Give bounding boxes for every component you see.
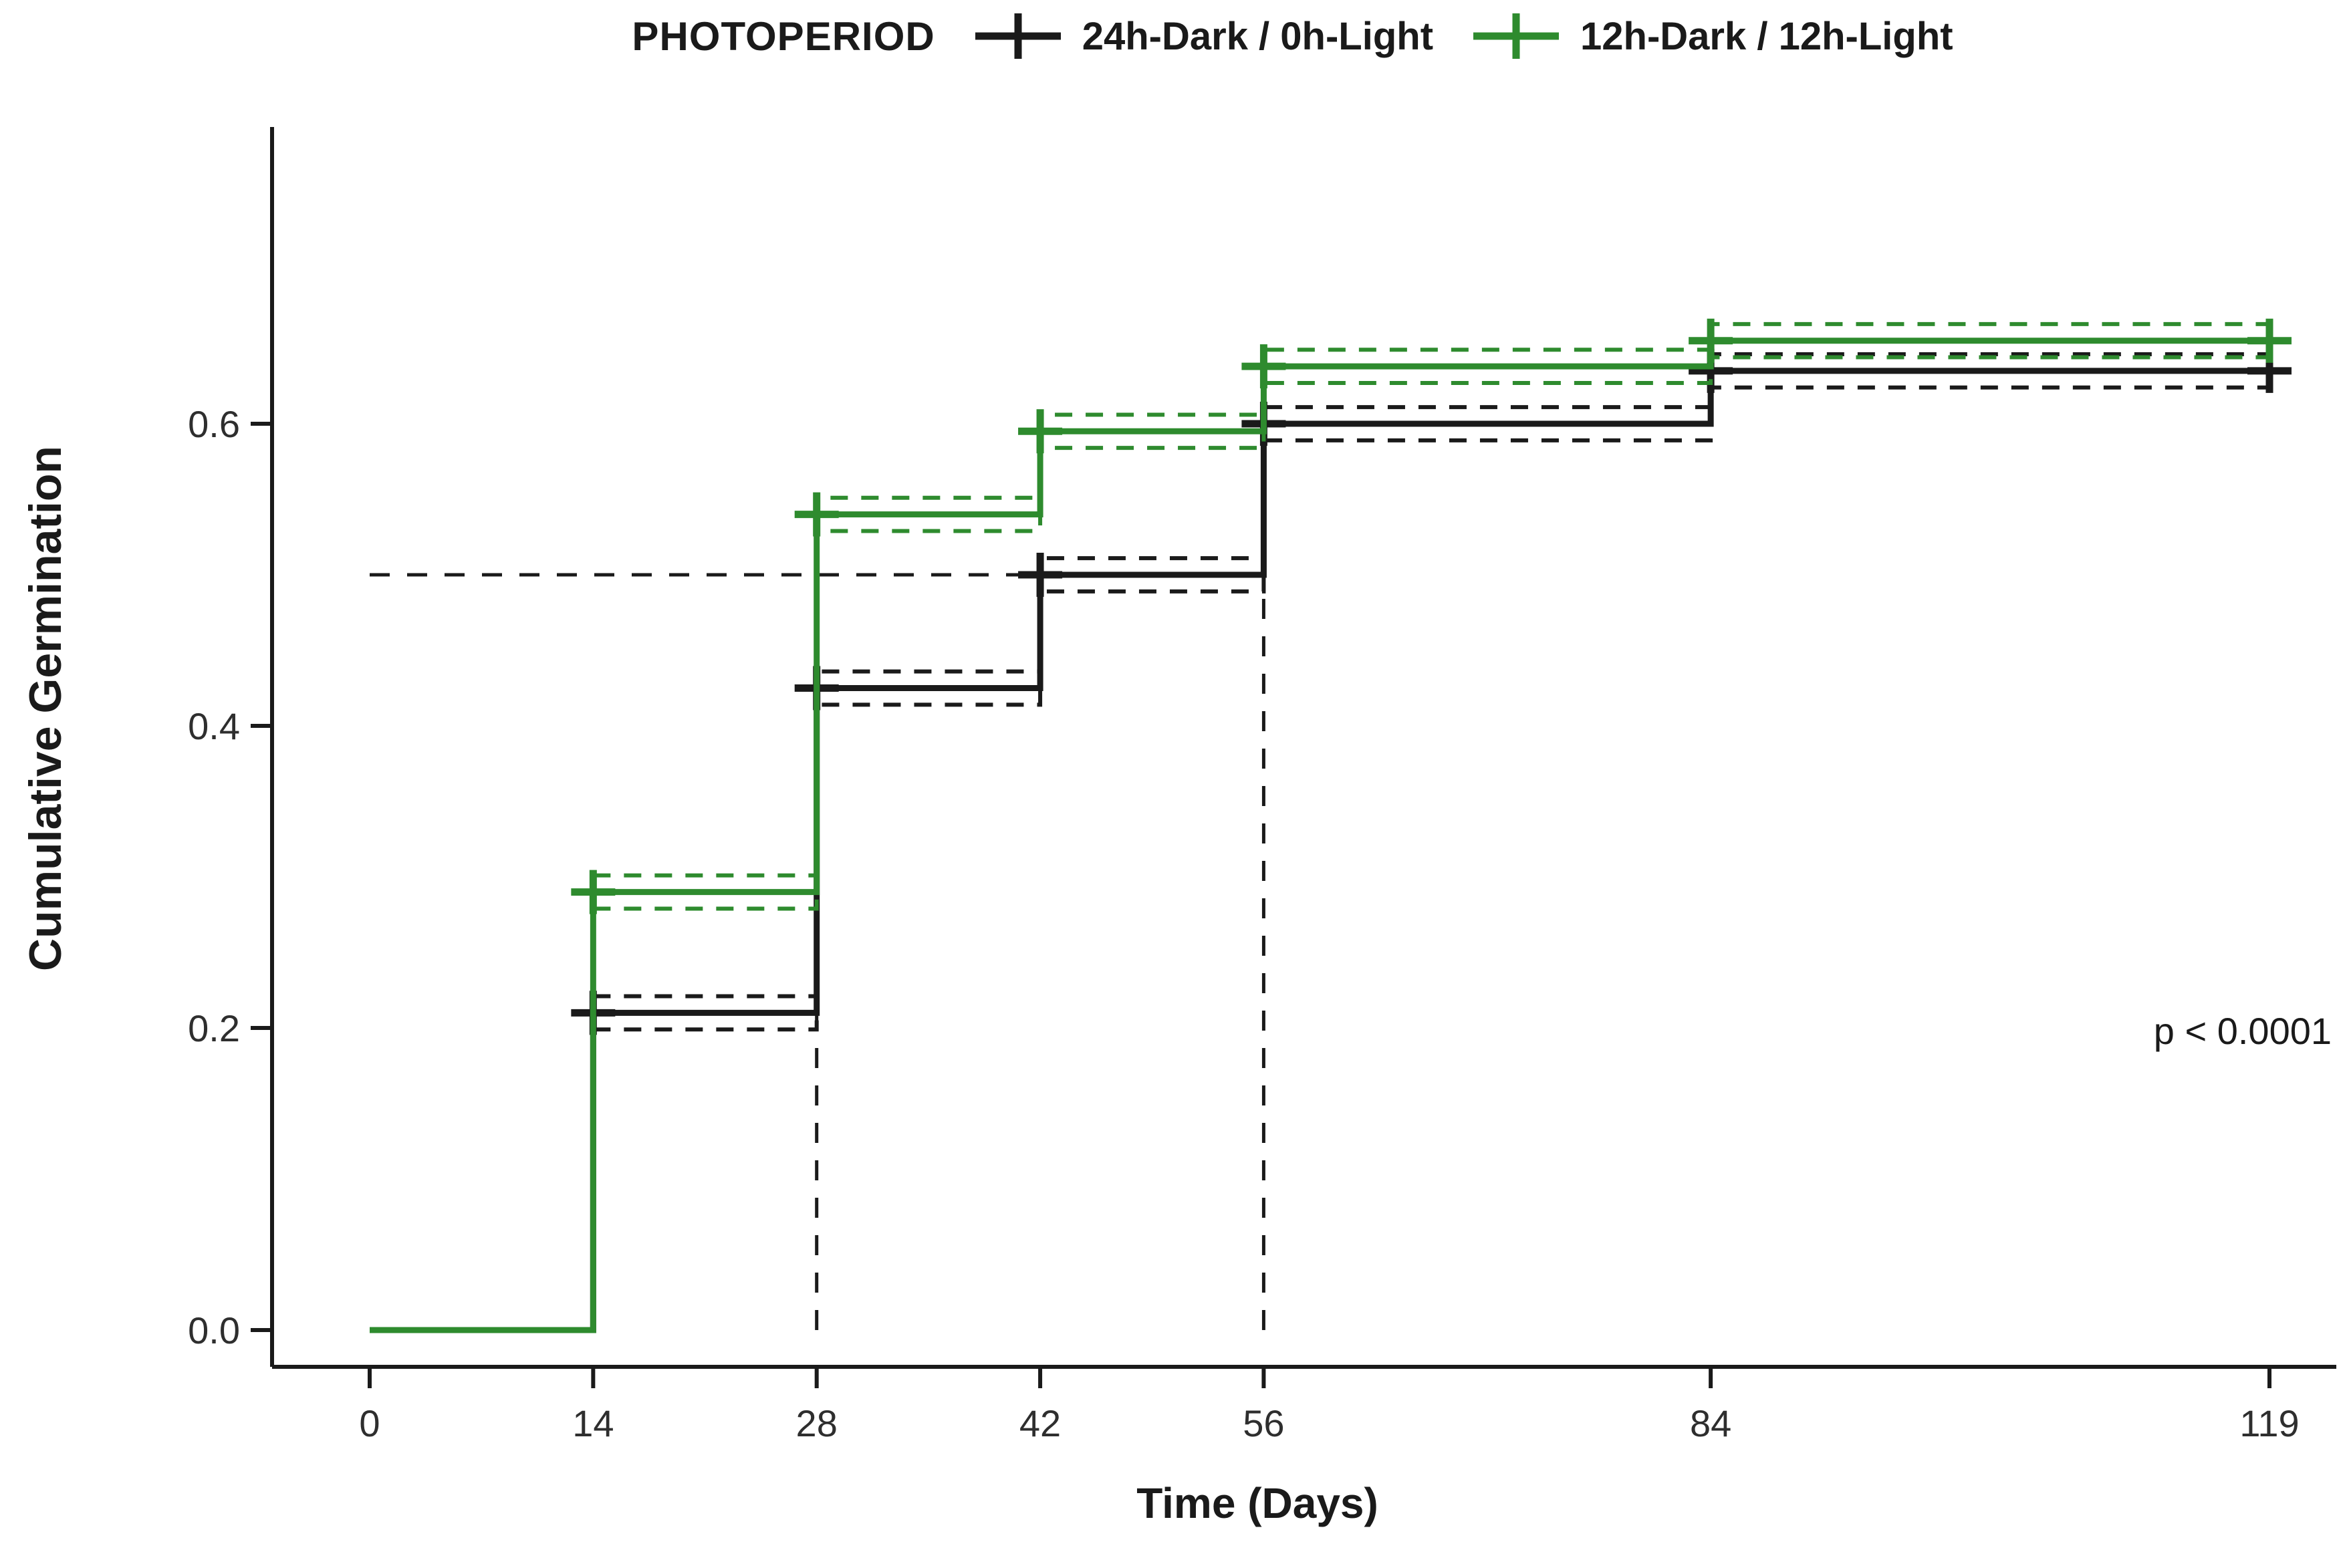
series-line-12h-Dark / 12h-Light (370, 338, 2270, 1333)
y-tick-label: 0.6 (188, 403, 240, 445)
x-tick-label: 119 (2239, 1402, 2299, 1444)
x-tick-label: 84 (1690, 1402, 1731, 1444)
legend-label: 24h-Dark / 0h-Light (1082, 14, 1434, 58)
p-value-annotation: p < 0.0001 (2153, 1010, 2332, 1052)
series-line-24h-Dark / 0h-Light (370, 368, 2270, 1333)
x-tick-label: 0 (359, 1402, 380, 1444)
x-tick-label: 42 (1019, 1402, 1061, 1444)
y-tick-label: 0.4 (188, 705, 240, 747)
y-tick-label: 0.2 (188, 1007, 240, 1049)
x-axis-title: Time (Days) (1136, 1479, 1378, 1527)
legend-label: 12h-Dark / 12h-Light (1580, 14, 1953, 58)
y-tick-label: 0.0 (188, 1309, 240, 1351)
legend: PHOTOPERIOD 24h-Dark / 0h-Light 12h-Dark… (272, 4, 2313, 68)
x-tick-label: 28 (796, 1402, 838, 1444)
legend-title: PHOTOPERIOD (632, 13, 935, 59)
legend-key-cross-icon (975, 13, 1061, 59)
legend-item-24h-dark: 24h-Dark / 0h-Light (971, 8, 1433, 64)
legend-key-cross-icon (1473, 13, 1560, 59)
y-axis-title: Cumulative Germination (20, 446, 71, 971)
legend-item-12h-dark-12h-light: 12h-Dark / 12h-Light (1469, 8, 1953, 64)
ci-lower-24h-Dark / 0h-Light (593, 385, 2270, 1032)
ci-upper-24h-Dark / 0h-Light (593, 352, 2270, 999)
x-tick-label: 14 (572, 1402, 614, 1444)
x-tick-label: 56 (1243, 1402, 1284, 1444)
